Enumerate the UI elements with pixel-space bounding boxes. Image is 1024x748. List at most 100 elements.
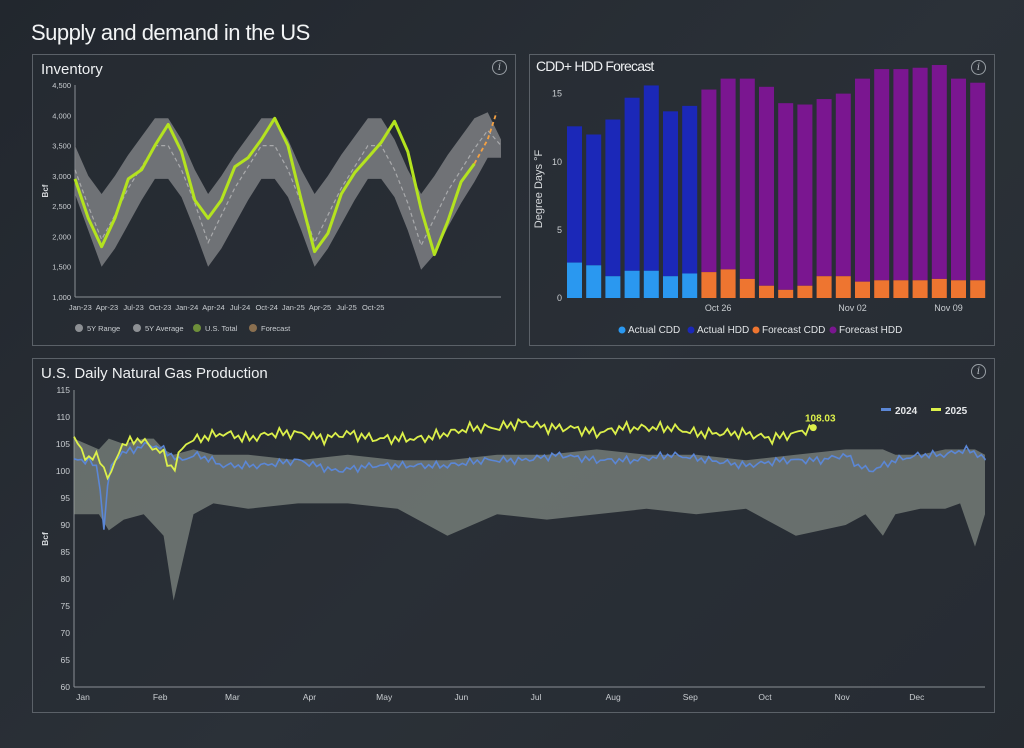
bar-cdd bbox=[931, 278, 947, 298]
range-band bbox=[74, 438, 985, 601]
x-tick-label: Dec bbox=[909, 692, 925, 702]
y-axis-label: Degree Days °F bbox=[533, 150, 545, 229]
info-icon[interactable]: i bbox=[971, 60, 986, 75]
forecast-line bbox=[473, 112, 498, 165]
x-tick-label: Apr-23 bbox=[96, 303, 119, 312]
bar-hdd bbox=[970, 82, 986, 281]
legend-marker bbox=[881, 408, 891, 411]
x-tick-label: Oct-23 bbox=[149, 303, 172, 312]
bar-hdd bbox=[797, 104, 813, 286]
x-tick-label: Feb bbox=[153, 692, 168, 702]
x-tick-label: Jan bbox=[76, 692, 90, 702]
bar-hdd bbox=[951, 78, 966, 281]
bar-cdd bbox=[893, 280, 909, 298]
legend-item: 2025 bbox=[945, 406, 968, 417]
y-axis-label: Bcf bbox=[41, 184, 50, 197]
bar-hdd bbox=[759, 86, 774, 286]
line-2024 bbox=[73, 441, 986, 530]
legend-marker bbox=[75, 324, 83, 332]
x-tick-label: Mar bbox=[225, 692, 240, 702]
x-tick-label: Apr-24 bbox=[202, 303, 225, 312]
x-tick-label: Apr bbox=[303, 692, 316, 702]
y-tick-label: 2,500 bbox=[52, 202, 71, 211]
legend-marker bbox=[931, 408, 941, 411]
bar-cdd bbox=[816, 276, 832, 298]
inventory-panel: Inventory i 1,000 1,500 2,000 2,500 3,000 3,5… bbox=[32, 54, 516, 346]
legend-marker bbox=[752, 326, 760, 334]
bar-hdd bbox=[682, 105, 698, 274]
x-tick-label: Aug bbox=[606, 692, 621, 702]
legend-marker bbox=[618, 326, 626, 334]
x-tick-label: Jun bbox=[454, 692, 468, 702]
end-value-label: 108.03 bbox=[805, 414, 836, 425]
y-tick-label: 90 bbox=[61, 520, 71, 530]
y-axis-label: Bcf bbox=[40, 532, 50, 546]
y-tick-label: 1,500 bbox=[52, 263, 71, 272]
y-tick-label: 65 bbox=[61, 655, 71, 665]
y-tick-label: 80 bbox=[61, 574, 71, 584]
bar-hdd bbox=[720, 78, 736, 270]
legend-item: 5Y Range bbox=[87, 324, 120, 333]
us-total-line bbox=[73, 116, 476, 257]
production-title: U.S. Daily Natural Gas Production bbox=[41, 365, 268, 382]
y-tick-label: 4,000 bbox=[52, 111, 71, 120]
info-icon[interactable]: i bbox=[971, 364, 986, 379]
x-tick-label: May bbox=[376, 692, 393, 702]
info-icon[interactable]: i bbox=[492, 60, 507, 75]
inventory-chart: 1,000 1,500 2,000 2,500 3,000 3,500 4,000 4,500… bbox=[41, 81, 502, 333]
x-tick-label: Jan-24 bbox=[175, 303, 198, 312]
y-tick-label: 75 bbox=[61, 601, 71, 611]
bar-cdd bbox=[720, 269, 736, 298]
bar-cdd bbox=[797, 285, 813, 298]
bar-hdd bbox=[586, 134, 602, 266]
bar-cdd bbox=[874, 280, 890, 298]
end-point bbox=[809, 424, 817, 432]
forecast-chart: 0 5 10 15 Degree Days °F Oct 26 Nov 02 Nov 09 Ac… bbox=[533, 65, 986, 336]
forecast-title: CDD+ HDD Forecast bbox=[536, 58, 654, 74]
production-chart: 60 65 70 75 80 85 90 95 100 105 110 115 Bcf Jan Feb Mar… bbox=[40, 385, 986, 702]
y-tick-label: 0 bbox=[557, 293, 562, 303]
bar-hdd bbox=[567, 126, 582, 263]
y-tick-label: 60 bbox=[61, 682, 71, 692]
bar-cdd bbox=[739, 278, 755, 298]
y-tick-label: 5 bbox=[557, 225, 562, 235]
legend-item: Actual CDD bbox=[628, 325, 680, 336]
y-tick-label: 10 bbox=[552, 157, 562, 167]
bar-hdd bbox=[663, 111, 678, 277]
bar-cdd bbox=[624, 270, 640, 298]
legend-item: 5Y Average bbox=[145, 324, 184, 333]
bar-hdd bbox=[874, 69, 890, 281]
bar-cdd bbox=[855, 281, 870, 298]
bar-hdd bbox=[855, 78, 870, 282]
y-tick-label: 3,000 bbox=[52, 172, 71, 181]
bar-cdd bbox=[682, 273, 698, 298]
x-tick-label: Jul bbox=[531, 692, 542, 702]
bar-cdd bbox=[835, 276, 851, 298]
production-panel: U.S. Daily Natural Gas Production i 60 65… bbox=[32, 358, 995, 713]
line-2025 bbox=[73, 417, 815, 481]
legend-item: Forecast HDD bbox=[839, 325, 902, 336]
x-tick-label: Jul-25 bbox=[336, 303, 356, 312]
y-tick-label: 100 bbox=[56, 466, 70, 476]
x-tick-label: Nov 02 bbox=[838, 303, 867, 313]
bar-cdd bbox=[951, 280, 966, 298]
y-tick-label: 95 bbox=[61, 493, 71, 503]
bar-hdd bbox=[778, 103, 794, 290]
x-tick-label: Jan-25 bbox=[282, 303, 305, 312]
bar-hdd bbox=[701, 89, 717, 273]
bar-cdd bbox=[567, 262, 582, 298]
x-tick-label: Jan-23 bbox=[69, 303, 92, 312]
bar-hdd bbox=[605, 119, 621, 277]
bar-hdd bbox=[893, 69, 909, 281]
x-tick-label: Sep bbox=[683, 692, 698, 702]
y-tick-label: 105 bbox=[56, 439, 70, 449]
x-tick-label: Apr-25 bbox=[309, 303, 332, 312]
bar-hdd bbox=[912, 67, 928, 281]
bar-cdd bbox=[701, 272, 717, 298]
legend-item: Forecast CDD bbox=[762, 325, 825, 336]
legend-marker bbox=[249, 324, 257, 332]
y-tick-label: 3,500 bbox=[52, 142, 71, 151]
x-tick-label: Nov bbox=[835, 692, 851, 702]
legend-marker bbox=[193, 324, 201, 332]
x-tick-label: Oct bbox=[758, 692, 772, 702]
